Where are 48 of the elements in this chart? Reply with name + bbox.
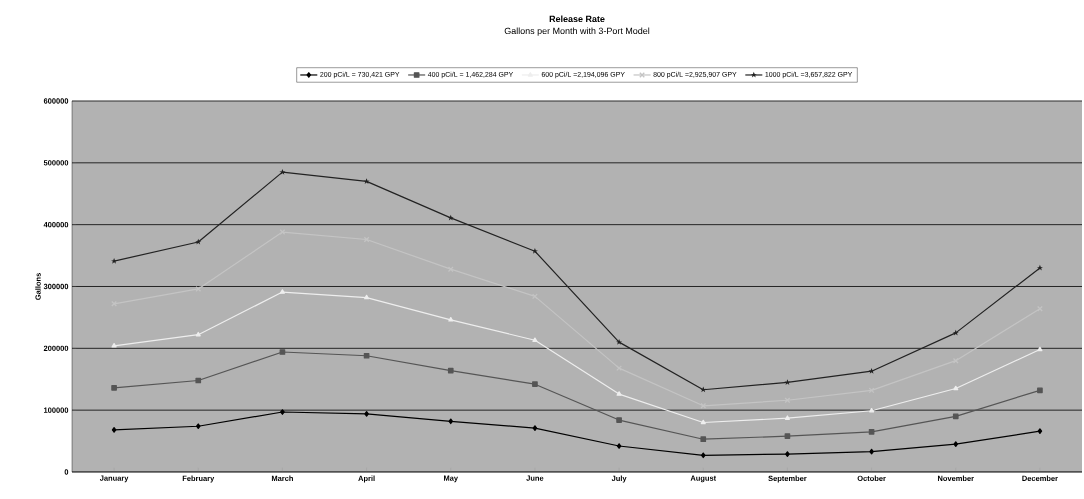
point [195,286,202,292]
point [279,349,286,355]
chart-subtitle: Gallons per Month with 3-Port Model [504,27,650,36]
point [363,352,370,359]
point [532,381,538,388]
point [1037,387,1043,394]
point [448,317,454,322]
point [280,409,285,415]
point [953,441,959,447]
point [111,343,117,348]
point [952,413,959,420]
point [1036,264,1043,271]
point [111,427,117,433]
point [953,385,959,391]
point [868,428,875,435]
point [1037,346,1043,352]
point [700,436,707,443]
point [616,338,623,345]
point [279,289,285,294]
point [869,448,874,455]
point [447,367,454,374]
point [700,452,706,459]
point [785,451,790,457]
point [279,168,286,175]
point [447,214,454,221]
point [364,411,369,417]
point [784,415,790,420]
chart-title: Release Rate [549,15,605,23]
point [700,419,706,425]
point [532,425,538,431]
point [868,368,875,374]
point [616,417,622,423]
point [195,331,201,337]
point [531,248,538,254]
point [195,377,202,384]
point [869,407,875,413]
point [448,418,454,425]
point [532,337,538,343]
point [364,294,370,300]
point [1037,428,1043,435]
point [952,329,959,336]
point [616,391,622,396]
point [700,386,707,393]
point [195,423,201,430]
point [784,433,791,439]
point [111,385,117,391]
point [616,443,622,449]
point [195,238,202,245]
